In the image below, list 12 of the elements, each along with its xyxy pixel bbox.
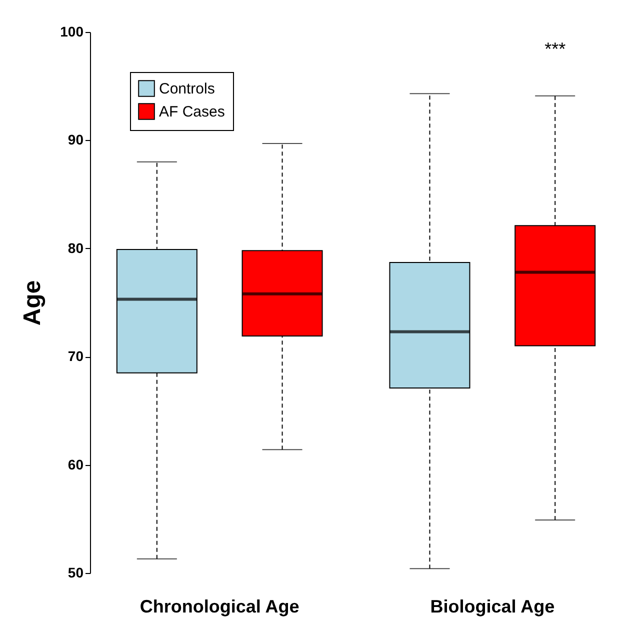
legend-label: AF Cases bbox=[159, 104, 225, 120]
x-tick-label: Biological Age bbox=[430, 596, 555, 616]
x-tick-label: Chronological Age bbox=[140, 596, 300, 616]
y-tick-label: 80 bbox=[68, 240, 84, 256]
y-tick-label: 70 bbox=[68, 348, 84, 364]
legend-label: Controls bbox=[159, 80, 215, 98]
y-tick-label: 50 bbox=[68, 564, 84, 580]
annotation: *** bbox=[544, 39, 566, 59]
y-tick-label: 100 bbox=[60, 24, 84, 40]
y-tick-label: 60 bbox=[68, 456, 84, 472]
y-tick-label: 90 bbox=[68, 132, 84, 148]
y-axis-title: Age bbox=[19, 280, 46, 326]
